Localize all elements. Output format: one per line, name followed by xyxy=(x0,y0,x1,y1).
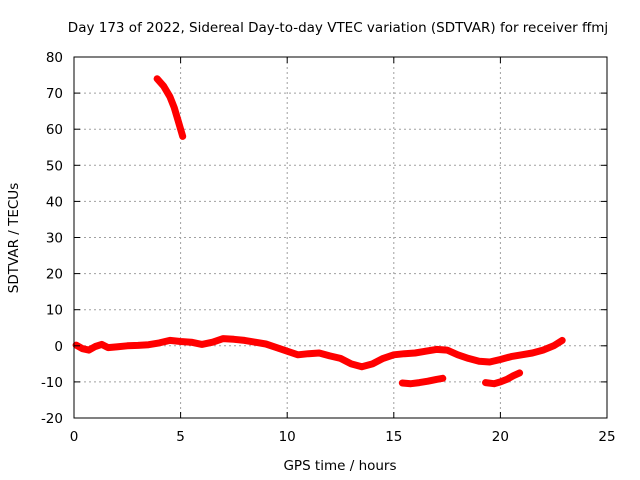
series-spike xyxy=(153,75,187,140)
plot-frame xyxy=(73,56,608,419)
x-tick-label: 0 xyxy=(70,429,79,445)
x-tick-label: 25 xyxy=(598,429,615,445)
y-tick-label: -20 xyxy=(41,411,63,427)
y-tick-label: 40 xyxy=(46,194,63,210)
chart-title: Day 173 of 2022, Sidereal Day-to-day VTE… xyxy=(68,20,608,36)
series-dip-2 xyxy=(482,369,524,388)
y-tick-label: 0 xyxy=(54,339,63,355)
grid xyxy=(74,57,607,418)
y-tick-label: 20 xyxy=(46,267,63,283)
y-axis-label: SDTVAR / TECUs xyxy=(6,183,22,293)
x-tick-label: 20 xyxy=(492,429,509,445)
series-dip-1 xyxy=(398,374,447,388)
y-tick-label: 10 xyxy=(46,303,63,319)
x-tick-label: 15 xyxy=(385,429,402,445)
x-axis-label: GPS time / hours xyxy=(283,458,396,474)
data-series xyxy=(72,75,566,388)
x-tick-label: 10 xyxy=(279,429,296,445)
y-tick-label: 80 xyxy=(46,50,63,66)
y-tick-label: -10 xyxy=(41,375,63,391)
y-tick-label: 30 xyxy=(46,231,63,247)
y-tick-label: 70 xyxy=(46,86,63,102)
y-tick-label: 50 xyxy=(46,158,63,174)
y-tick-label: 60 xyxy=(46,122,63,138)
series-main xyxy=(72,335,566,371)
x-tick-label: 5 xyxy=(176,429,185,445)
axis-ticks: 0 5 10 15 20 25 -20 -10 0 10 20 30 40 50 60 70 80 xyxy=(41,50,616,445)
